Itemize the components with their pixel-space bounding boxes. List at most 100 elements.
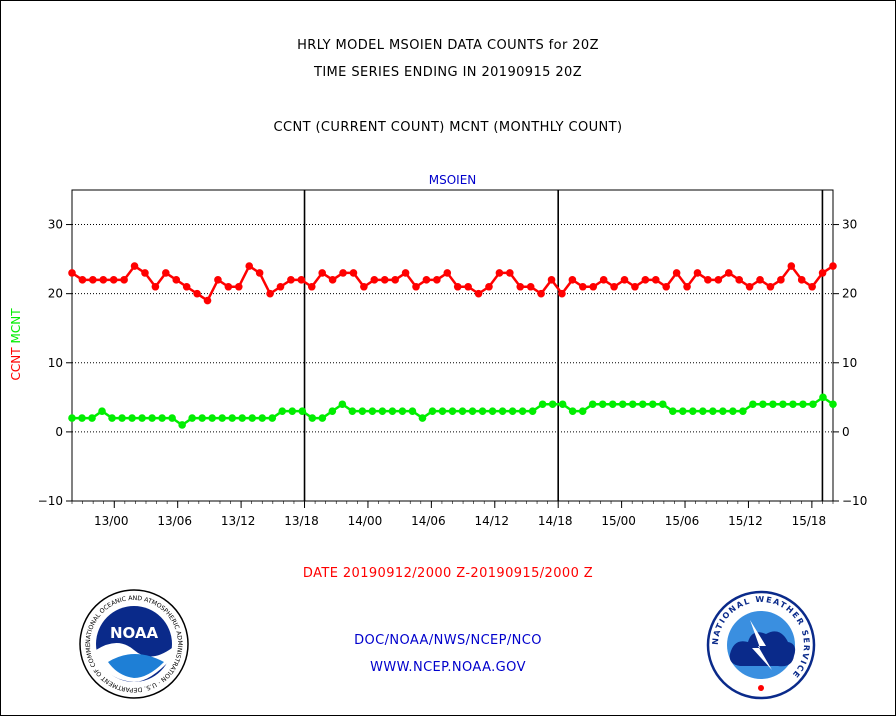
data-point-mcnt-58 (648, 400, 657, 409)
xtick-label-13-18: 13/18 (284, 514, 319, 528)
data-point-ccnt-34 (422, 276, 431, 284)
data-point-mcnt-18 (248, 414, 257, 422)
data-point-ccnt-45 (537, 289, 545, 298)
data-point-mcnt-31 (378, 407, 387, 415)
data-point-mcnt-35 (418, 414, 427, 422)
data-point-mcnt-28 (348, 407, 357, 415)
data-point-ccnt-47 (558, 289, 566, 298)
data-point-ccnt-21 (287, 276, 295, 284)
data-point-mcnt-53 (598, 400, 607, 409)
data-point-ccnt-43 (516, 282, 525, 291)
noaa-logo: NOAA NATIONAL OCEANIC AND ATMOSPHERIC AD… (78, 588, 189, 699)
ytick-label-right--10: −10 (842, 494, 867, 508)
data-point-mcnt-74 (809, 400, 817, 409)
data-point-ccnt-22 (297, 276, 306, 284)
data-point-mcnt-27 (338, 400, 347, 409)
data-point-ccnt-7 (141, 269, 149, 277)
xtick-label-13-12: 13/12 (221, 514, 256, 528)
data-point-mcnt-0 (68, 414, 76, 422)
data-point-ccnt-4 (109, 276, 118, 284)
data-point-mcnt-13 (198, 414, 206, 422)
data-point-ccnt-23 (307, 282, 316, 291)
data-point-ccnt-16 (234, 282, 243, 291)
data-point-mcnt-46 (528, 407, 537, 415)
data-point-ccnt-41 (495, 269, 504, 277)
data-point-mcnt-12 (188, 414, 196, 422)
data-point-ccnt-59 (683, 282, 691, 291)
data-point-mcnt-40 (468, 407, 477, 415)
data-point-mcnt-68 (749, 400, 757, 409)
ytick-label-left-0: 0 (55, 425, 63, 439)
data-point-ccnt-8 (151, 282, 160, 291)
data-point-mcnt-6 (128, 414, 136, 422)
xtick-label-14-00: 14/00 (348, 514, 383, 528)
data-point-ccnt-25 (328, 276, 337, 284)
data-point-ccnt-2 (89, 276, 97, 284)
data-point-mcnt-34 (408, 407, 417, 415)
data-point-ccnt-52 (610, 282, 618, 291)
data-point-ccnt-55 (641, 276, 650, 284)
data-point-mcnt-36 (428, 407, 437, 415)
data-point-mcnt-24 (308, 414, 317, 422)
data-point-mcnt-3 (98, 407, 106, 415)
data-point-mcnt-50 (568, 407, 577, 415)
date-range-label: DATE 20190912/2000 Z-20190915/2000 Z (302, 566, 594, 581)
data-point-mcnt-7 (138, 414, 146, 422)
data-point-mcnt-61 (679, 407, 687, 415)
data-point-ccnt-57 (662, 282, 671, 291)
data-point-ccnt-38 (464, 282, 472, 291)
data-point-ccnt-49 (579, 282, 587, 291)
data-point-mcnt-39 (458, 407, 467, 415)
xtick-label-15-06: 15/06 (665, 514, 700, 528)
data-point-mcnt-76 (829, 400, 837, 409)
data-point-ccnt-63 (724, 269, 733, 277)
data-point-mcnt-75 (819, 393, 827, 402)
data-point-mcnt-1 (78, 414, 86, 422)
data-point-ccnt-37 (453, 282, 462, 291)
data-point-mcnt-42 (488, 407, 497, 415)
ytick-label-right-0: 0 (842, 425, 850, 439)
data-point-ccnt-29 (370, 276, 379, 284)
data-point-mcnt-60 (668, 407, 677, 415)
data-point-ccnt-28 (360, 282, 368, 291)
data-point-ccnt-58 (672, 269, 681, 277)
data-point-mcnt-33 (398, 407, 407, 415)
ytick-label-left--10: −10 (38, 494, 63, 508)
data-point-ccnt-0 (68, 269, 76, 277)
chart-title-line2: TIME SERIES ENDING IN 20190915 20Z (313, 65, 583, 80)
noaa-logo-text: NOAA (110, 624, 159, 642)
data-point-ccnt-44 (526, 282, 535, 291)
nws-logo: NATIONAL WEATHER SERVICE (706, 590, 816, 700)
data-point-mcnt-4 (108, 414, 116, 422)
data-point-mcnt-19 (258, 414, 267, 422)
data-point-ccnt-54 (631, 282, 639, 291)
data-point-ccnt-48 (568, 276, 577, 284)
ytick-label-right-30: 30 (842, 218, 857, 232)
data-point-mcnt-45 (518, 407, 527, 415)
data-point-mcnt-2 (88, 414, 96, 422)
xtick-label-15-18: 15/18 (792, 514, 827, 528)
data-point-mcnt-44 (508, 407, 517, 415)
data-point-mcnt-8 (148, 414, 156, 422)
data-point-ccnt-69 (787, 262, 796, 270)
data-point-ccnt-12 (193, 289, 201, 298)
ytick-label-left-30: 30 (48, 218, 63, 232)
data-point-mcnt-48 (548, 400, 557, 409)
data-point-ccnt-32 (401, 269, 410, 277)
data-point-ccnt-3 (99, 276, 108, 284)
xtick-label-15-00: 15/00 (601, 514, 636, 528)
data-point-ccnt-13 (203, 296, 212, 305)
data-point-ccnt-50 (589, 282, 598, 291)
data-point-mcnt-21 (278, 407, 287, 415)
data-point-ccnt-14 (214, 276, 222, 284)
data-point-mcnt-26 (328, 407, 337, 415)
data-point-ccnt-62 (714, 276, 723, 284)
chart-title-line1: HRLY MODEL MSOIEN DATA COUNTS for 20Z (297, 38, 599, 53)
data-point-ccnt-61 (704, 276, 712, 284)
data-point-ccnt-1 (78, 276, 87, 284)
data-point-mcnt-57 (638, 400, 647, 409)
data-point-mcnt-11 (178, 421, 186, 429)
ytick-label-right-10: 10 (842, 356, 857, 370)
data-point-ccnt-30 (380, 276, 389, 284)
data-point-ccnt-56 (651, 276, 660, 284)
